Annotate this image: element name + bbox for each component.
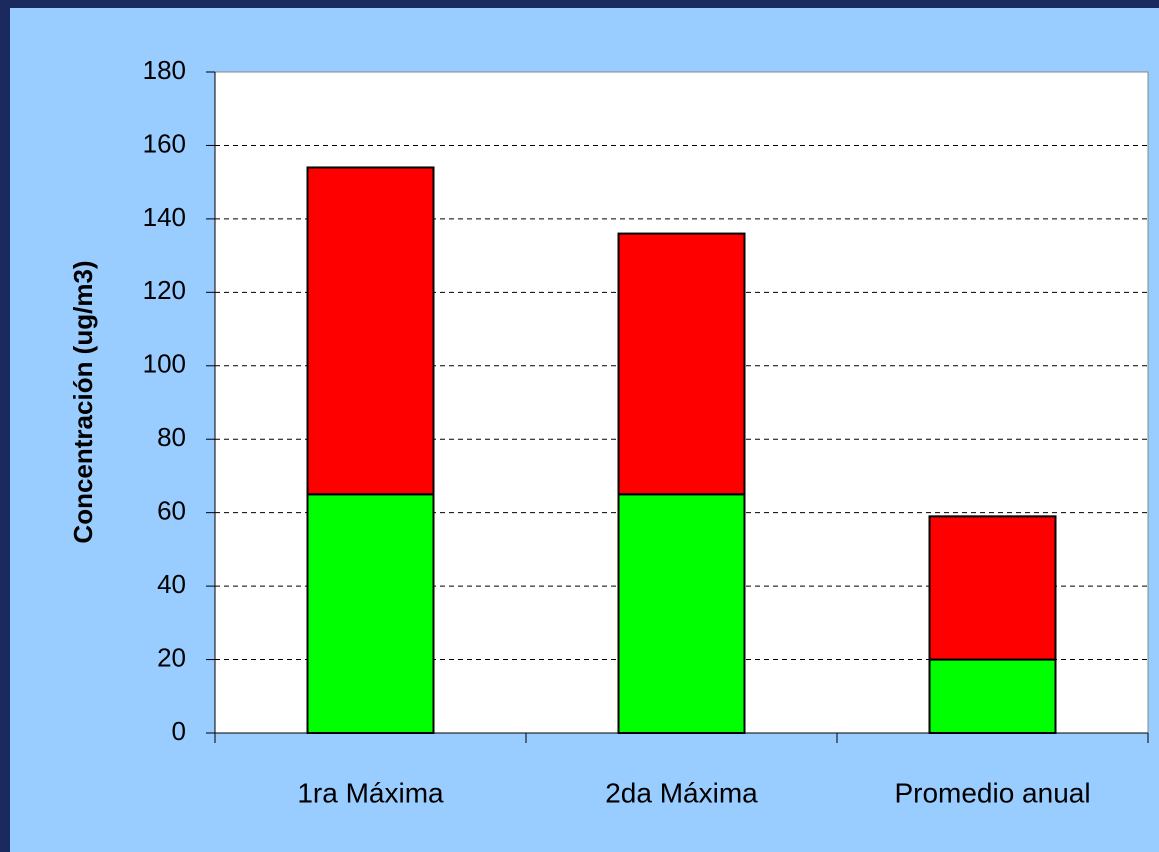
x-tick-label: Promedio anual (894, 777, 1090, 808)
bar-segment (617, 493, 746, 734)
y-tick-label: 140 (143, 202, 186, 232)
bar-segment (928, 515, 1057, 661)
y-tick-label: 120 (143, 275, 186, 305)
y-axis-label: Concentración (ug/m3) (68, 260, 98, 543)
x-tick-label: 2da Máxima (605, 777, 758, 808)
bar-segment (306, 493, 435, 734)
y-tick-label: 40 (157, 569, 186, 599)
bar-segment (928, 658, 1057, 734)
y-tick-label: 20 (157, 642, 186, 672)
bar-segment (617, 232, 746, 496)
y-tick-label: 0 (172, 716, 186, 746)
y-tick-label: 100 (143, 349, 186, 379)
y-tick-label: 60 (157, 496, 186, 526)
y-tick-label: 80 (157, 422, 186, 452)
y-tick-label: 160 (143, 128, 186, 158)
y-tick-label: 180 (143, 55, 186, 85)
x-tick-label: 1ra Máxima (297, 777, 444, 808)
bar-segment (306, 166, 435, 496)
